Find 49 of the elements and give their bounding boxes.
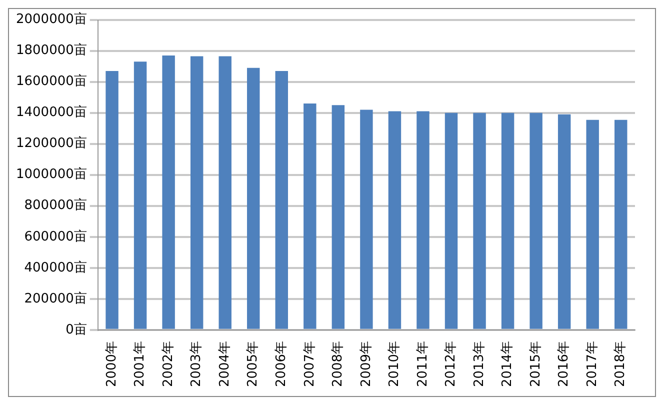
bar xyxy=(332,105,345,329)
x-tick-label: 2001年 xyxy=(132,340,148,388)
y-tick-label: 800000亩 xyxy=(24,197,87,214)
bar xyxy=(416,111,430,329)
x-tick-label: 2000年 xyxy=(104,340,120,388)
x-tick-label: 2009年 xyxy=(358,340,374,388)
x-tick-label: 2003年 xyxy=(189,340,204,388)
bar xyxy=(586,120,599,329)
bar xyxy=(247,68,260,329)
x-tick-label: 2017年 xyxy=(584,340,600,388)
x-tick-label: 2014年 xyxy=(500,340,516,388)
bar xyxy=(614,120,628,329)
bar xyxy=(360,110,373,329)
bar xyxy=(473,112,486,329)
bar xyxy=(388,111,402,329)
x-tick-label: 2015年 xyxy=(528,340,544,388)
x-tick-label: 2016年 xyxy=(556,340,572,388)
x-tick-label: 2008年 xyxy=(330,340,346,388)
y-tick-label: 1600000亩 xyxy=(16,73,87,90)
y-tick-label: 2000000亩 xyxy=(16,11,87,28)
x-tick-label: 2005年 xyxy=(246,340,261,388)
x-tick-label: 2012年 xyxy=(444,340,459,388)
x-tick-label: 2007年 xyxy=(302,340,318,388)
bar xyxy=(275,70,288,329)
x-tick-label: 2013年 xyxy=(472,340,487,388)
bar xyxy=(190,56,204,329)
x-tick-label: 2018年 xyxy=(613,340,628,388)
x-tick-label: 2010年 xyxy=(387,340,402,388)
bar xyxy=(530,112,542,329)
bar xyxy=(304,104,316,329)
y-tick-label: 0亩 xyxy=(66,321,87,338)
y-tick-label: 1400000亩 xyxy=(16,104,87,120)
y-tick-label: 400000亩 xyxy=(24,259,87,276)
y-tick-label: 1000000亩 xyxy=(16,166,87,182)
y-tick-label: 600000亩 xyxy=(24,228,87,244)
bar xyxy=(106,70,118,329)
y-tick-label: 1200000亩 xyxy=(16,135,87,152)
y-tick-label: 1800000亩 xyxy=(16,42,87,58)
bar xyxy=(558,114,571,329)
x-tick-label: 2006年 xyxy=(274,340,290,388)
bar xyxy=(218,56,232,329)
x-tick-label: 2011年 xyxy=(415,340,430,388)
x-tick-label: 2002年 xyxy=(160,340,176,388)
bar xyxy=(134,62,147,329)
bar xyxy=(444,112,458,329)
y-tick-label: 200000亩 xyxy=(24,290,87,306)
bar xyxy=(162,55,175,329)
x-tick-label: 2004年 xyxy=(217,340,232,388)
bar xyxy=(501,112,514,329)
